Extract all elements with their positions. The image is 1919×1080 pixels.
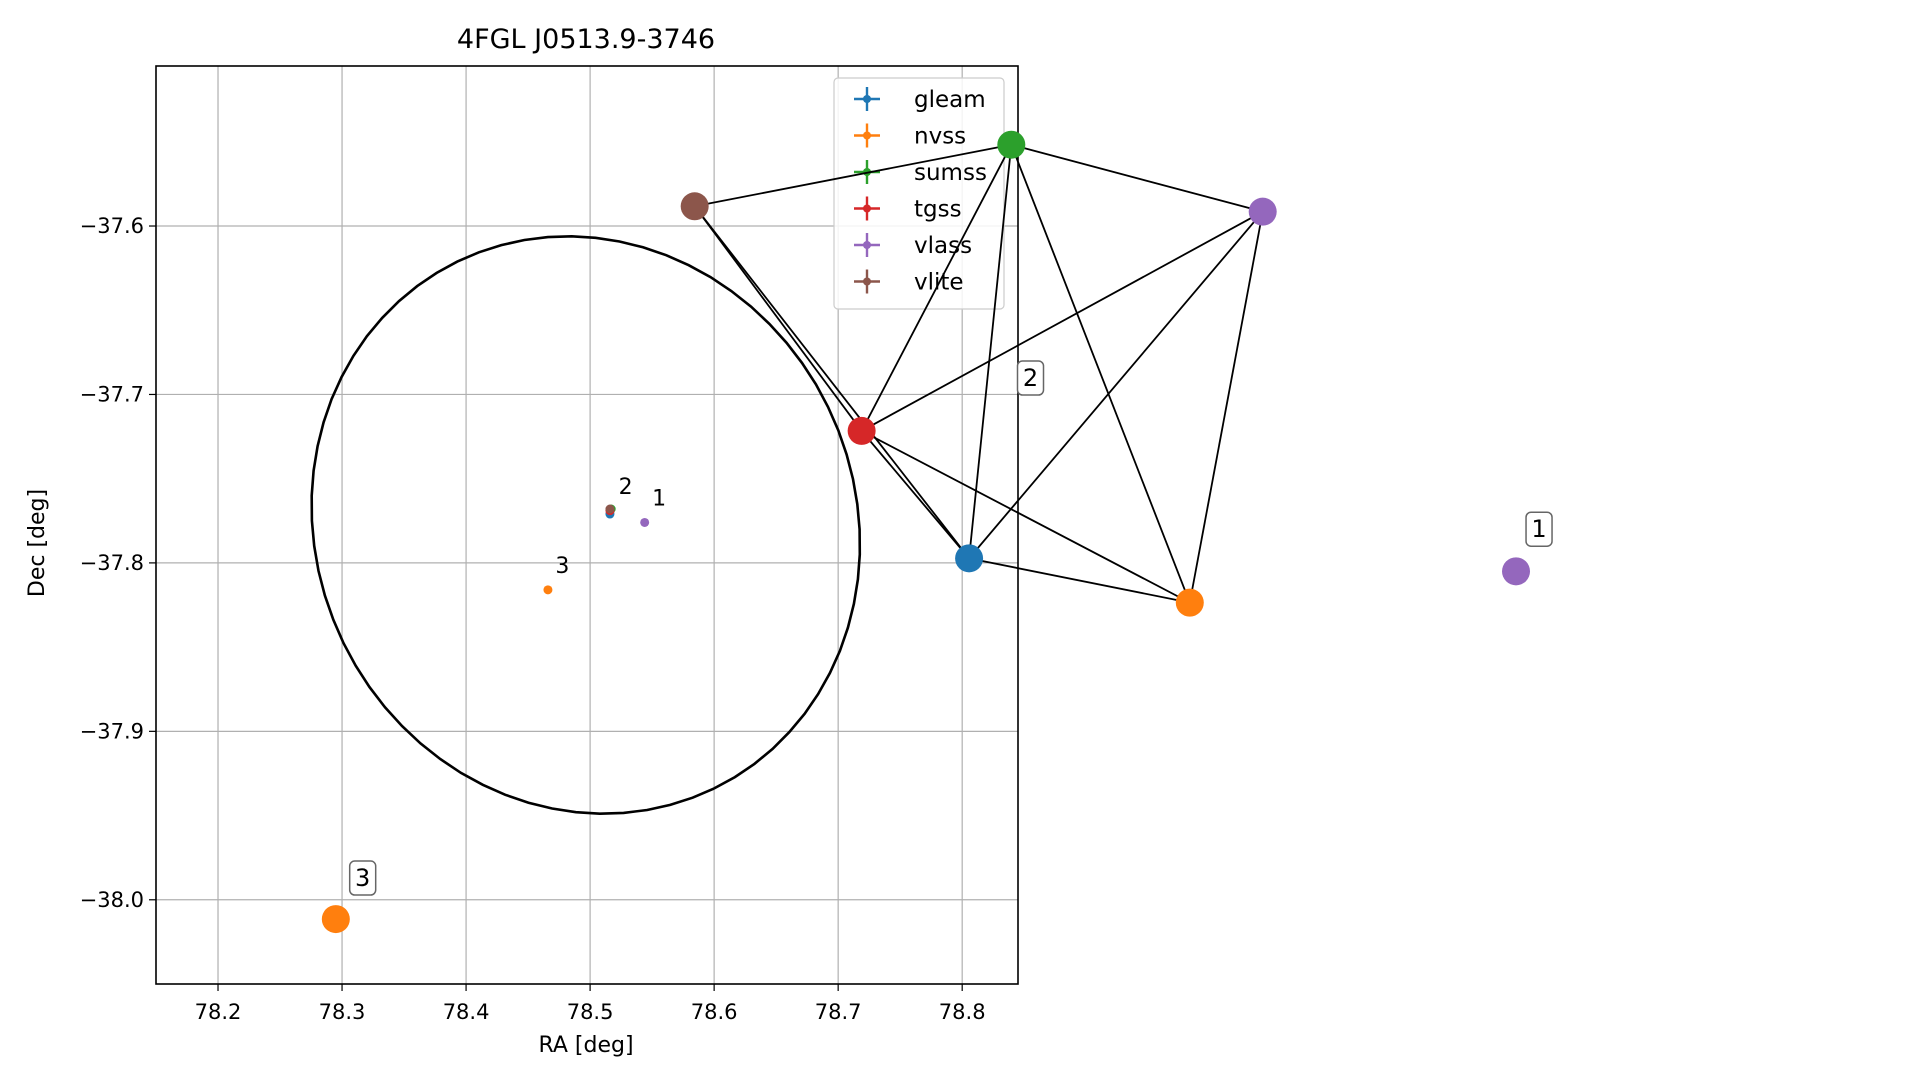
node-label-box [348,860,377,896]
node-sumss [997,130,1026,159]
edge-vlass-nvss [1188,211,1264,603]
legend-marker-dot [863,241,871,249]
x-tick-label: 78.3 [319,1000,366,1024]
chart-title: 4FGL J0513.9-3746 [457,24,715,55]
y-tick-label: −37.8 [80,551,144,575]
edge-sumss-vlass [1011,143,1263,213]
network-graph: 213 [321,130,1553,934]
node-label-text: 2 [1023,364,1038,392]
node-label-box [1525,511,1553,547]
edge-vlite-tgss [693,205,863,432]
node-vlass_1 [1502,557,1531,586]
point-annotation: 2 [619,475,633,500]
point-annotation: 1 [652,487,666,512]
point-vlite [605,504,615,514]
point-vlass [640,517,650,527]
edge-tgss-gleam [860,430,970,559]
ellipse-layer [310,234,862,816]
edge-sumss-gleam [968,144,1013,559]
node-label-text: 3 [355,864,370,892]
legend-marker-dot [863,204,871,213]
network-edges [693,143,1264,604]
edge-vlite-sumss [694,143,1012,208]
x-tick-label: 78.6 [691,1000,738,1024]
y-axis-label: Dec [deg] [25,489,50,597]
legend-item-gleam: gleam [854,87,986,113]
edge-sumss-tgss [860,144,1013,432]
y-ticks: −37.6 −37.7 −37.8 −37.9 −38.0 [80,214,156,912]
edge-vlass-tgss [861,210,1264,432]
point-nvss [543,585,553,595]
legend-item-nvss: nvss [854,123,966,150]
legend-label-gleam: gleam [914,87,986,113]
node-label-text: 1 [1531,515,1546,543]
y-tick-label: −38.0 [80,888,144,912]
edge-gleam-nvss [968,557,1190,604]
y-tick-label: −37.7 [80,382,144,406]
node-label-2: 2 [1016,360,1045,396]
legend-item-sumss: sumss [854,160,987,186]
node-gleam [955,544,984,573]
point-labels: 12 3 [555,475,666,579]
x-tick-label: 78.2 [195,1000,242,1024]
localization-ellipse [310,234,862,816]
edge-vlite-gleam [693,205,970,559]
edge-tgss-nvss [861,430,1191,604]
node-label-box [1016,360,1045,396]
legend-item-tgss: tgss [854,196,962,223]
x-tick-label: 78.4 [443,1000,490,1024]
network-nodes [321,130,1531,934]
edge-sumss-nvss [1010,144,1191,603]
node-label-3: 3 [348,860,377,896]
legend-label-tgss: tgss [914,197,962,223]
node-vlite [680,192,709,221]
node-vlass [1248,197,1277,226]
legend-marker-dot [863,131,871,140]
x-tick-label: 78.7 [815,1000,862,1024]
x-tick-label: 78.8 [939,1000,986,1024]
legend: gleamnvsssumsstgssvlassvlite [833,77,1005,310]
x-ticks: 78.2 78.3 78.4 78.5 78.6 78.7 78.8 [195,984,986,1024]
x-axis-label: RA [deg] [538,1033,633,1058]
node-label-1: 1 [1525,511,1553,547]
points [543,504,650,595]
network-labels: 213 [348,360,1553,896]
legend-marker-dot [863,95,871,103]
edge-vlass-gleam [968,211,1264,559]
left-scatter-chart: 123 78.2 78.3 78.4 78.5 78.6 78.7 78.8 −37.6−3… [25,24,1019,1058]
x-tick-label: 78.5 [567,1000,614,1024]
axes-frame [155,65,1019,985]
node-nvss_3 [321,905,350,934]
y-tick-label: −37.9 [80,719,144,743]
node-nvss [1175,588,1204,617]
legend-label-sumss: sumss [914,160,987,186]
legend-label-nvss: nvss [914,124,966,150]
y-tick-label: −37.6 [80,214,144,238]
legend-marker-dot [863,277,871,286]
node-tgss [847,416,876,445]
point-annotation: 3 [555,554,569,579]
